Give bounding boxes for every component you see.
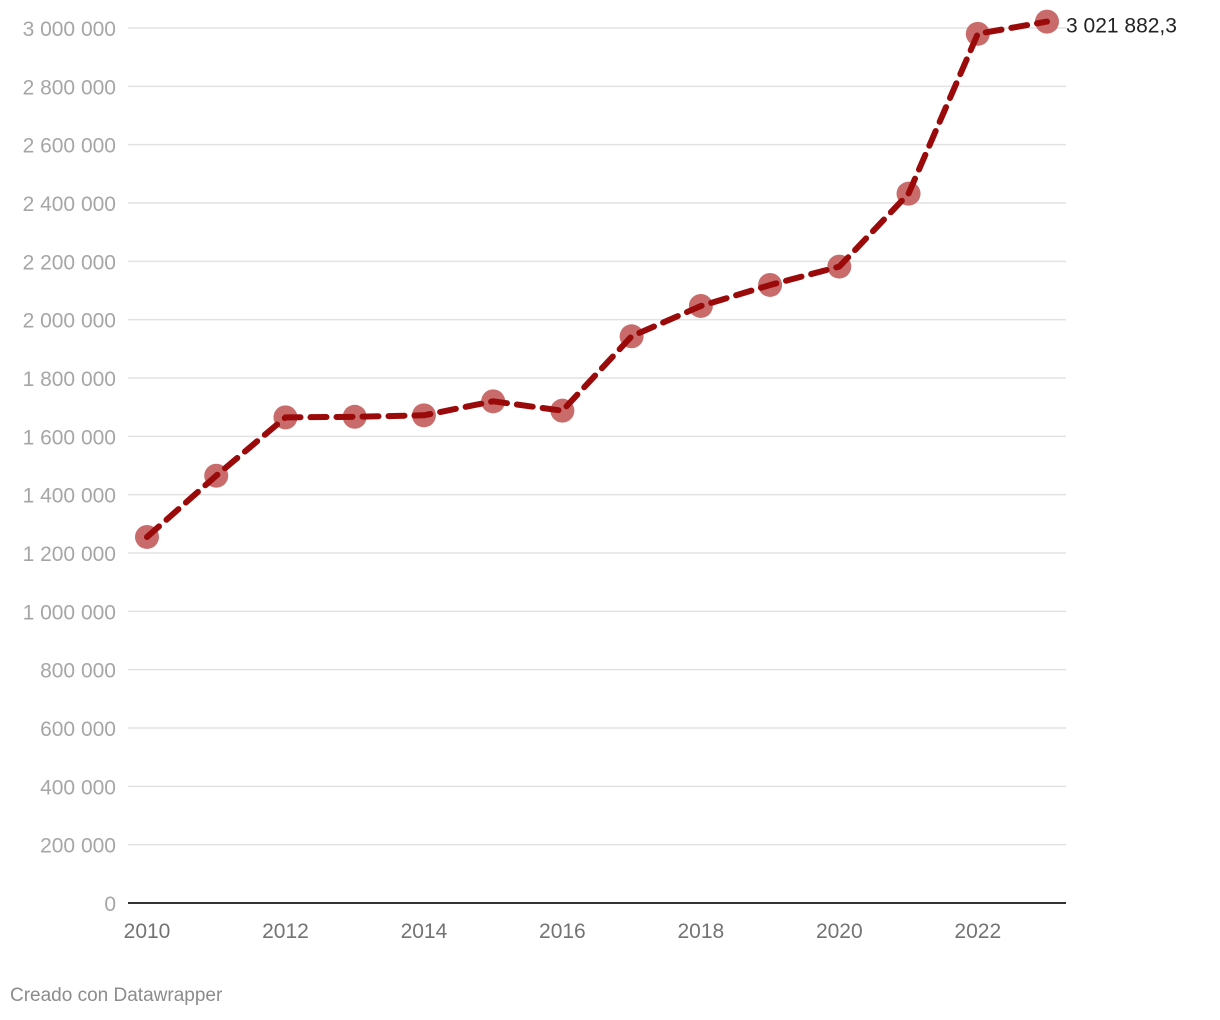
y-tick-label: 2 800 000: [23, 76, 116, 99]
data-labels: 3 021 882,3: [1066, 15, 1177, 38]
y-tick-label: 0: [104, 893, 116, 916]
x-tick-label: 2016: [539, 920, 586, 943]
y-tick-label: 800 000: [40, 660, 116, 683]
x-tick-label: 2022: [954, 920, 1001, 943]
y-tick-label: 600 000: [40, 718, 116, 741]
y-tick-label: 2 600 000: [23, 135, 116, 158]
line-chart: 0 200 000 400 000 600 000 800 000 1 000 000 1 …: [23, 9, 1177, 943]
y-tick-label: 1 200 000: [23, 543, 116, 566]
y-tick-label: 200 000: [40, 835, 116, 858]
credit-footer: Creado con Datawrapper: [10, 985, 223, 1006]
x-axis-tick-labels: 2010 2012 2014 2016 2018 2020 2022: [124, 920, 1001, 943]
y-tick-label: 1 400 000: [23, 485, 116, 508]
y-tick-label: 2 000 000: [23, 310, 116, 333]
y-axis-tick-labels: 0 200 000 400 000 600 000 800 000 1 000 000 1 …: [23, 18, 116, 916]
y-tick-label: 1 600 000: [23, 426, 116, 449]
y-tick-label: 400 000: [40, 776, 116, 799]
y-tick-label: 3 000 000: [23, 18, 116, 41]
x-tick-label: 2012: [262, 920, 309, 943]
y-gridlines: [128, 27, 1066, 846]
series-line: [144, 18, 1050, 540]
x-tick-label: 2010: [124, 920, 171, 943]
y-tick-label: 2 200 000: [23, 251, 116, 274]
y-tick-label: 1 000 000: [23, 601, 116, 624]
x-tick-label: 2014: [401, 920, 448, 943]
y-tick-label: 2 400 000: [23, 193, 116, 216]
x-tick-label: 2018: [677, 920, 724, 943]
data-label: 3 021 882,3: [1066, 15, 1177, 38]
series-points: [135, 9, 1059, 549]
series-lines: [144, 18, 1050, 540]
x-tick-label: 2020: [816, 920, 863, 943]
y-tick-label: 1 800 000: [23, 368, 116, 391]
